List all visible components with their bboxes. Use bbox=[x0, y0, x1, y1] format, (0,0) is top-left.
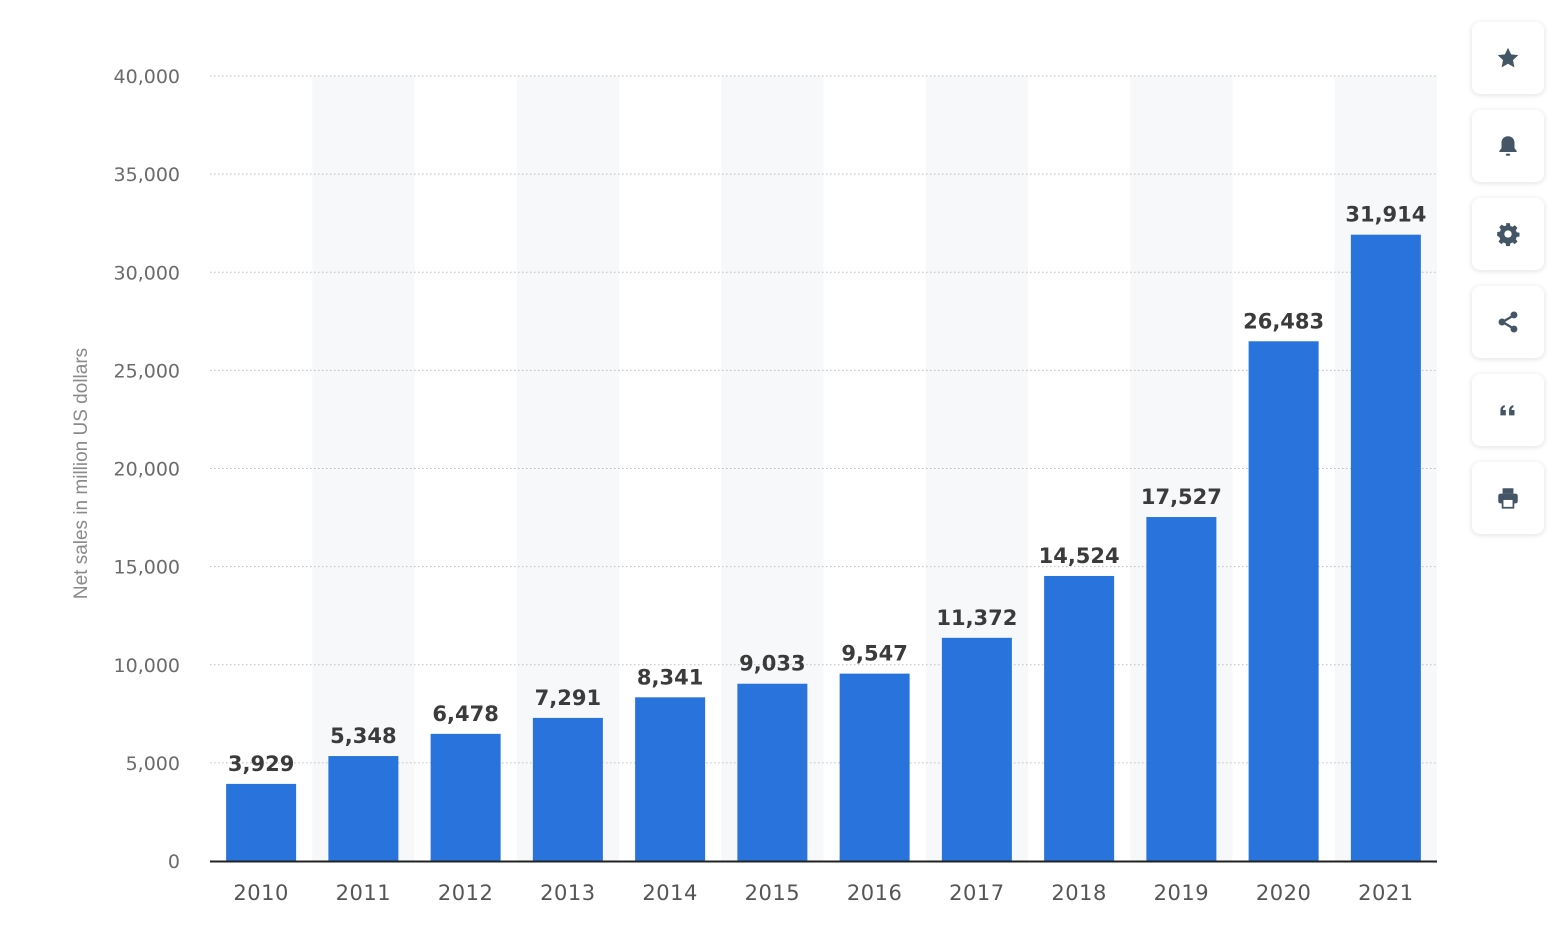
x-tick-label-2019: 2019 bbox=[1154, 881, 1209, 905]
bar-2018[interactable] bbox=[1044, 575, 1115, 861]
x-tick-label-2017: 2017 bbox=[949, 881, 1004, 905]
x-tick-label-2011: 2011 bbox=[336, 881, 391, 905]
share-button[interactable] bbox=[1472, 286, 1544, 358]
bar-2021[interactable] bbox=[1350, 234, 1421, 861]
value-label-2017: 11,372 bbox=[936, 606, 1017, 630]
cite-button[interactable] bbox=[1472, 374, 1544, 446]
value-label-2016: 9,547 bbox=[841, 642, 907, 666]
value-label-2014: 8,341 bbox=[637, 665, 703, 689]
bar-2012[interactable] bbox=[430, 733, 501, 861]
value-label-2011: 5,348 bbox=[330, 724, 396, 748]
bell-icon bbox=[1499, 136, 1517, 156]
bar-2019[interactable] bbox=[1146, 517, 1217, 861]
bar-2010[interactable] bbox=[226, 783, 297, 861]
bars bbox=[226, 234, 1421, 861]
y-tick-label: 5,000 bbox=[126, 753, 180, 775]
gear-icon bbox=[1497, 223, 1520, 247]
print-icon bbox=[1498, 488, 1518, 509]
y-axis-ticks: 0 5,000 10,000 15,000 20,000 25,000 30,000 35,0… bbox=[114, 66, 180, 873]
share-icon bbox=[1498, 311, 1518, 333]
x-tick-label-2012: 2012 bbox=[438, 881, 493, 905]
y-tick-label: 10,000 bbox=[114, 655, 180, 677]
value-label-2021: 31,914 bbox=[1345, 203, 1426, 227]
bar-2014[interactable] bbox=[635, 697, 706, 861]
x-tick-label-2020: 2020 bbox=[1256, 881, 1311, 905]
bar-2016[interactable] bbox=[839, 673, 910, 861]
value-label-2012: 6,478 bbox=[432, 702, 498, 726]
x-tick-label-2015: 2015 bbox=[745, 881, 800, 905]
value-labels: 3,929 5,348 6,478 7,291 8,341 9,033 9,547 11,37… bbox=[228, 203, 1426, 776]
value-label-2010: 3,929 bbox=[228, 752, 294, 776]
y-tick-label: 0 bbox=[168, 851, 180, 873]
quote-icon bbox=[1500, 405, 1515, 416]
x-tick-label-2021: 2021 bbox=[1358, 881, 1413, 905]
value-label-2020: 26,483 bbox=[1243, 309, 1324, 333]
y-tick-label: 35,000 bbox=[114, 164, 180, 186]
y-tick-label: 30,000 bbox=[114, 262, 180, 284]
gridlines bbox=[210, 75, 1437, 764]
star-icon bbox=[1497, 47, 1519, 68]
bar-2011[interactable] bbox=[328, 756, 399, 861]
x-axis-ticks: 2010 2011 2012 2013 2014 2015 2016 2017 2018 2019… bbox=[233, 881, 1413, 905]
value-label-2019: 17,527 bbox=[1141, 485, 1222, 509]
x-tick-label-2018: 2018 bbox=[1051, 881, 1106, 905]
x-tick-label-2010: 2010 bbox=[233, 881, 288, 905]
y-tick-label: 15,000 bbox=[114, 557, 180, 579]
y-axis-title: Net sales in million US dollars bbox=[71, 348, 92, 599]
y-tick-label: 20,000 bbox=[114, 459, 180, 481]
bar-2013[interactable] bbox=[532, 717, 603, 861]
y-tick-label: 40,000 bbox=[114, 66, 180, 88]
print-button[interactable] bbox=[1472, 462, 1544, 534]
x-tick-label-2014: 2014 bbox=[642, 881, 697, 905]
value-label-2013: 7,291 bbox=[535, 686, 601, 710]
notification-button[interactable] bbox=[1472, 110, 1544, 182]
x-tick-label-2016: 2016 bbox=[847, 881, 902, 905]
settings-button[interactable] bbox=[1472, 198, 1544, 270]
bar-2020[interactable] bbox=[1248, 341, 1319, 861]
value-label-2015: 9,033 bbox=[739, 652, 805, 676]
y-tick-label: 25,000 bbox=[114, 360, 180, 382]
bar-2015[interactable] bbox=[737, 683, 808, 861]
favorite-button[interactable] bbox=[1472, 22, 1544, 94]
chart-toolbar bbox=[1472, 22, 1544, 534]
x-tick-label-2013: 2013 bbox=[540, 881, 595, 905]
value-label-2018: 14,524 bbox=[1039, 544, 1120, 568]
bar-2017[interactable] bbox=[941, 637, 1012, 861]
